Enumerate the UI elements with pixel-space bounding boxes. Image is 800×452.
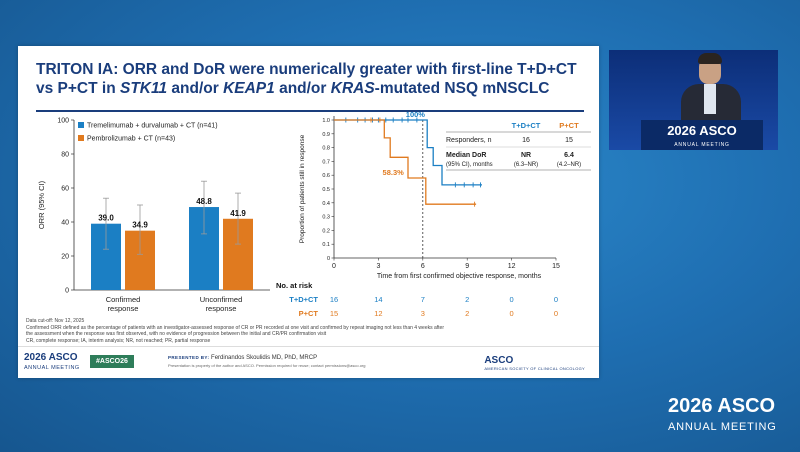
at-risk-value: 0 <box>510 295 514 304</box>
km-y-tick-label: 0.8 <box>322 146 330 152</box>
hashtag-badge: #ASCO26 <box>90 355 134 368</box>
km-y-tick-label: 0.2 <box>322 228 330 234</box>
slide-title: TRITON IA: ORR and DoR were numerically … <box>36 61 577 97</box>
bar-y-axis-label: ORR (95% CI) <box>37 180 46 229</box>
at-risk-title: No. at risk <box>276 281 313 290</box>
table-dor-sublabel: (95% CI), months <box>446 162 493 168</box>
table-dor-tdct: NR <box>521 152 531 159</box>
presentation-slide: TRITON IA: ORR and DoR were numerically … <box>18 46 599 378</box>
bar-y-tick-label: 20 <box>61 254 69 261</box>
bar-legend-swatch <box>78 135 84 141</box>
km-x-axis-label: Time from first confirmed objective resp… <box>377 273 542 280</box>
footnote-datacut: Data cut-off: Nov 12, 2025 <box>26 318 85 324</box>
bar-category-label: Confirmed <box>106 295 141 304</box>
km-curve-pct <box>334 119 477 205</box>
at-risk-value: 0 <box>554 295 558 304</box>
bar-legend-label: Tremelimumab + durvalumab + CT (n=41) <box>87 123 218 130</box>
km-y-tick-label: 0.3 <box>322 215 330 221</box>
bar-legend-label: Pembrolizumab + CT (n=43) <box>87 136 175 143</box>
km-y-tick-label: 0.9 <box>322 132 330 138</box>
km-y-tick-label: 1.0 <box>322 118 330 124</box>
km-x-tick-label: 0 <box>332 263 336 270</box>
km-annotation: 100% <box>406 110 426 119</box>
km-y-tick-label: 0 <box>327 256 330 262</box>
at-risk-row-label: P+CT <box>299 309 319 318</box>
bar-category-label: Unconfirmed <box>200 295 243 304</box>
table-dor-ci-pct: (4.2–NR) <box>557 162 581 168</box>
table-dor-pct: 6.4 <box>564 152 574 159</box>
km-y-tick-label: 0.7 <box>322 159 330 165</box>
km-x-tick-label: 6 <box>421 263 425 270</box>
slide-footer: 2026 ASCO ANNUAL MEETING #ASCO26 PRESENT… <box>18 346 599 379</box>
bar-value-label: 41.9 <box>230 209 246 218</box>
km-x-tick-label: 12 <box>508 263 516 270</box>
km-curve-tdct <box>334 119 482 186</box>
at-risk-value: 12 <box>374 309 382 318</box>
speaker-video: 2026 ASCO ANNUAL MEETING <box>609 50 778 150</box>
bar-value-label: 34.9 <box>132 221 148 230</box>
speaker-hair <box>698 53 722 64</box>
bar-y-tick-label: 40 <box>61 220 69 227</box>
table-responders-label: Responders, n <box>446 137 492 144</box>
km-x-tick-label: 15 <box>552 263 560 270</box>
table-responders-tdct: 16 <box>522 137 530 144</box>
bar-value-label: 48.8 <box>196 197 212 206</box>
km-y-tick-label: 0.4 <box>322 201 330 207</box>
km-y-tick-label: 0.1 <box>322 242 330 248</box>
bar-y-tick-label: 100 <box>57 118 69 125</box>
at-risk-value: 14 <box>374 295 382 304</box>
bar-category-label: response <box>206 304 237 313</box>
km-y-axis-label: Proportion of patients still in response <box>299 134 306 243</box>
table-responders-pct: 15 <box>565 137 573 144</box>
at-risk-value: 7 <box>421 295 425 304</box>
table-header-tdct: T+D+CT <box>512 121 541 130</box>
at-risk-value: 0 <box>510 309 514 318</box>
table-dor-ci-tdct: (6.3–NR) <box>514 162 538 168</box>
bar-category-label: response <box>108 304 139 313</box>
footnote-abbreviations: CR, complete response; IA, interim analy… <box>26 337 211 344</box>
podium-sign: 2026 ASCO ANNUAL MEETING <box>641 120 763 150</box>
at-risk-value: 3 <box>421 309 425 318</box>
presenter-name: Ferdinandos Skoulidis MD, PhD, MRCP <box>211 355 318 361</box>
footnote-definition: Confirmed ORR defined as the percentage … <box>26 324 445 338</box>
km-x-tick-label: 3 <box>376 263 380 270</box>
title-divider <box>36 110 584 112</box>
asco-meeting-logo: 2026 ASCO ANNUAL MEETING <box>24 352 80 372</box>
table-header-pct: P+CT <box>559 121 579 130</box>
presenter-info: PRESENTED BY: Ferdinandos Skoulidis MD, … <box>168 355 366 368</box>
km-y-tick-label: 0.5 <box>322 187 330 193</box>
footnote: Data cut-off: Nov 12, 2025 Confirmed ORR… <box>26 318 446 344</box>
at-risk-value: 15 <box>330 309 338 318</box>
at-risk-row-label: T+D+CT <box>289 295 318 304</box>
km-x-tick-label: 9 <box>465 263 469 270</box>
bar-y-tick-label: 0 <box>65 288 69 295</box>
at-risk-value: 2 <box>465 309 469 318</box>
asco-corner-logo: 2026 ASCO ANNUAL MEETING <box>668 395 777 433</box>
bar-value-label: 39.0 <box>98 214 114 223</box>
at-risk-value: 2 <box>465 295 469 304</box>
at-risk-value: 16 <box>330 295 338 304</box>
bar-y-tick-label: 80 <box>61 152 69 159</box>
presenter-note: Presentation is property of the author a… <box>168 363 366 368</box>
speaker-shirt <box>704 84 716 114</box>
bar-legend-swatch <box>78 122 84 128</box>
at-risk-value: 0 <box>554 309 558 318</box>
asco-society-logo: ASCO AMERICAN SOCIETY OF CLINICAL ONCOLO… <box>484 355 585 371</box>
km-y-tick-label: 0.6 <box>322 173 330 179</box>
km-annotation: 58.3% <box>383 168 405 177</box>
table-dor-label: Median DoR <box>446 152 486 159</box>
bar-y-tick-label: 60 <box>61 186 69 193</box>
